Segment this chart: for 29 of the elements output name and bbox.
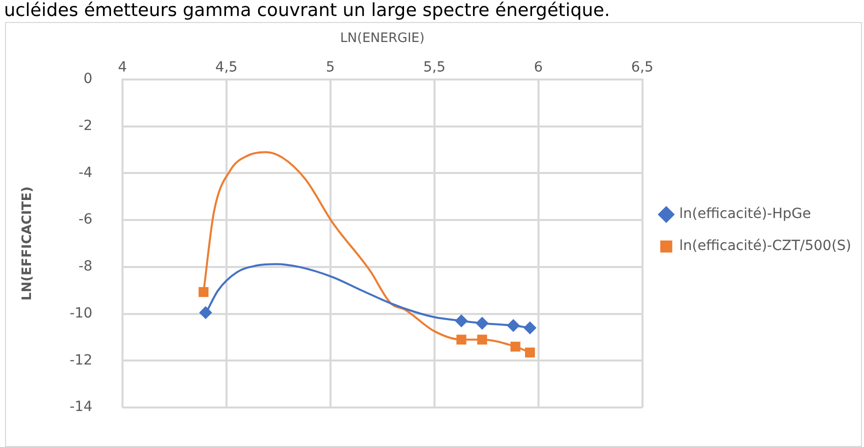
- point: [476, 316, 489, 330]
- y-tick-label: -10: [70, 305, 92, 322]
- y-tick-label: -4: [78, 164, 93, 181]
- y-tick-label: -2: [78, 118, 92, 134]
- x-axis-title: LN(ENERGIE): [340, 31, 425, 46]
- point: [523, 321, 536, 334]
- x-tick-label: 6: [534, 60, 543, 76]
- x-tick-label: 4: [118, 60, 128, 76]
- x-tick-label: 6,5: [631, 60, 654, 76]
- y-axis-title: LN(EFFICACITE): [20, 186, 36, 301]
- point: [199, 306, 212, 320]
- x-tick-label: 5,5: [423, 60, 446, 76]
- point: [198, 287, 208, 297]
- point: [506, 319, 520, 332]
- y-tick-label: 0: [84, 71, 92, 88]
- y-tick-label: -8: [78, 258, 92, 275]
- point: [456, 334, 466, 345]
- legend-label: ln(efficacité)-CZT/500(S): [679, 238, 852, 254]
- point: [525, 348, 535, 358]
- point: [510, 342, 520, 352]
- y-tick-label: -6: [78, 212, 93, 228]
- x-tick-label: 5: [326, 60, 335, 76]
- legend-label: ln(efficacité)-HpGe: [679, 206, 811, 222]
- y-tick-label: -14: [70, 399, 93, 416]
- point: [454, 314, 468, 328]
- text: ucléides émetteurs gamma couvrant un large spectre énergétique.: [3, 0, 611, 22]
- x-tick-label: 4,5: [215, 60, 238, 76]
- point: [477, 334, 488, 345]
- y-tick-label: -12: [70, 352, 92, 368]
